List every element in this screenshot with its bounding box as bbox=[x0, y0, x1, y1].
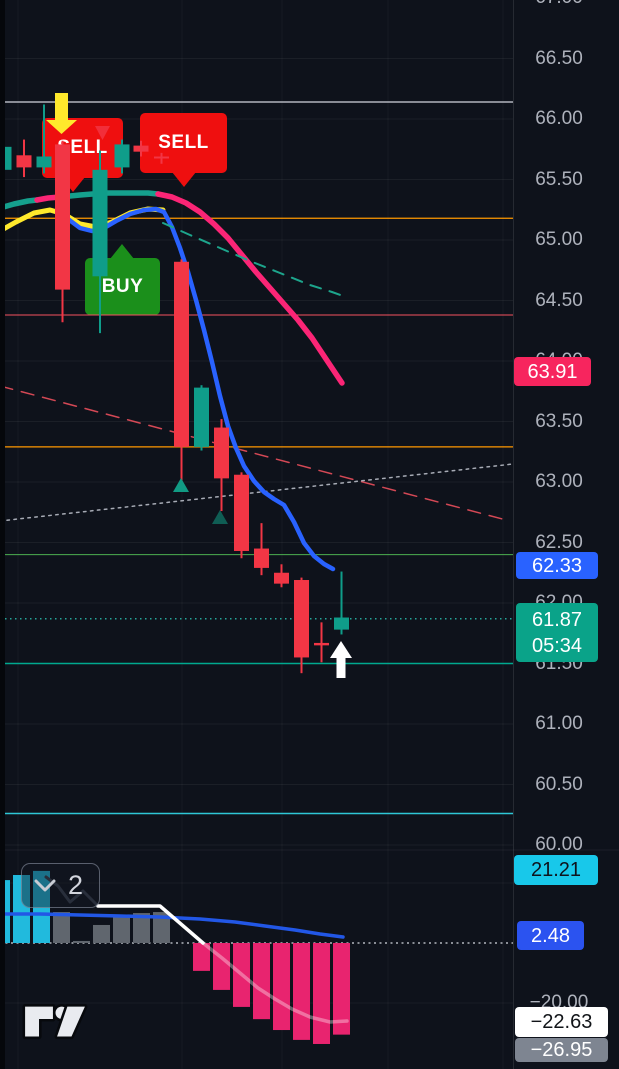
indicator-count-label: 2 bbox=[68, 870, 84, 900]
histogram-bar bbox=[193, 943, 210, 971]
chevron-down-icon bbox=[34, 879, 56, 892]
candle-body bbox=[254, 548, 269, 568]
tradingview-logo[interactable] bbox=[22, 999, 88, 1041]
histogram-bar bbox=[213, 943, 230, 990]
histogram-bar bbox=[133, 913, 150, 943]
sell-label-2-text: SELL bbox=[158, 132, 209, 153]
histogram-bar bbox=[273, 943, 290, 1031]
candle-body bbox=[314, 642, 329, 646]
sell-label-2-pointer bbox=[172, 172, 196, 187]
trend-ma-teal-pink bbox=[0, 197, 40, 211]
histogram-bar bbox=[0, 880, 10, 943]
white-up-arrow bbox=[330, 641, 352, 678]
descending-dashed-trendline bbox=[0, 385, 511, 522]
histogram-bar bbox=[333, 943, 350, 1035]
histogram-bar bbox=[53, 912, 70, 943]
candle-body bbox=[194, 387, 209, 447]
candle-body bbox=[274, 572, 289, 584]
sell-label-2: SELL bbox=[140, 113, 227, 187]
buy-marker-triangle-1 bbox=[173, 478, 189, 492]
histogram-bar bbox=[293, 943, 310, 1040]
indicator-collapse-control[interactable]: 2 bbox=[21, 863, 100, 908]
left-edge-strip bbox=[0, 0, 5, 1069]
sell-marker-triangle bbox=[95, 126, 110, 140]
candle-body bbox=[294, 580, 309, 658]
buy-label-text: BUY bbox=[101, 275, 144, 297]
ascending-dotted-trendline bbox=[0, 463, 514, 522]
histogram-bar bbox=[93, 924, 110, 943]
histogram-bar bbox=[233, 943, 250, 1007]
candle-body bbox=[133, 145, 149, 152]
candle-body bbox=[16, 155, 32, 168]
candle-body bbox=[174, 261, 189, 447]
candle-body bbox=[36, 156, 52, 168]
blue-ma bbox=[55, 206, 336, 572]
candle-body bbox=[55, 144, 70, 290]
buy-marker-triangle-2 bbox=[212, 510, 228, 524]
buy-label-pointer bbox=[110, 244, 134, 259]
candle-body bbox=[214, 427, 229, 479]
white-line-solid bbox=[96, 904, 205, 945]
candle-body bbox=[154, 156, 169, 159]
candle-body bbox=[92, 169, 108, 277]
teal-dashed-ma bbox=[162, 222, 347, 298]
histogram-bar bbox=[113, 916, 130, 943]
blue-signal-line bbox=[0, 912, 345, 939]
yellow-down-arrow bbox=[46, 93, 77, 134]
white-line-faded bbox=[201, 941, 349, 1024]
candle-body bbox=[334, 617, 349, 630]
candle-body bbox=[114, 144, 130, 168]
histogram-bar bbox=[153, 912, 170, 943]
candle-body bbox=[234, 474, 249, 551]
histogram-bar bbox=[313, 943, 330, 1044]
histogram-bar bbox=[13, 875, 30, 943]
trend-ma-teal-pink bbox=[155, 191, 345, 386]
candle-body bbox=[0, 146, 12, 170]
histogram-bar bbox=[73, 940, 90, 943]
trend-ma-teal-pink bbox=[57, 190, 161, 200]
histogram-bar bbox=[253, 943, 270, 1020]
